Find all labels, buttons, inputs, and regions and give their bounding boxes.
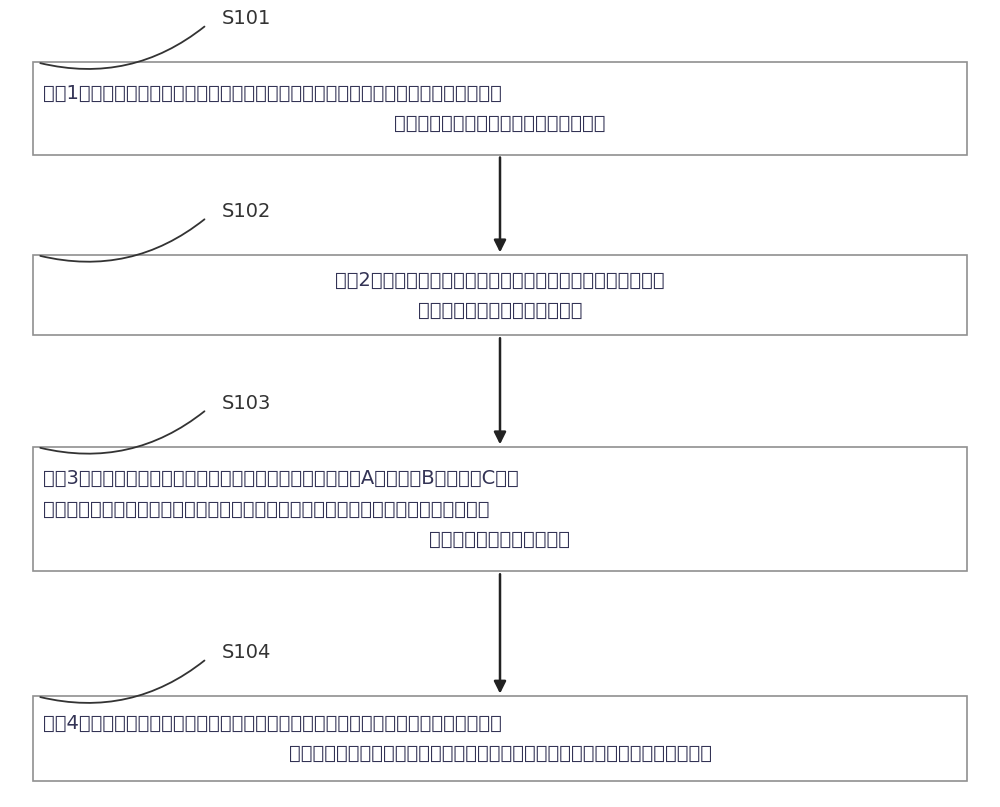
Text: 步骤3，采用有限元数值计算方法，分别得出所述设备母线的A相接头、B相接头和C相接: 步骤3，采用有限元数值计算方法，分别得出所述设备母线的A相接头、B相接头和C相接 (43, 470, 518, 488)
Text: S101: S101 (222, 9, 271, 28)
FancyBboxPatch shape (33, 62, 967, 155)
FancyBboxPatch shape (33, 447, 967, 571)
Text: 境温度和所述温升最敏感点的三相温度，对所述三相母线接头的接头温度进行检测: 境温度和所述温升最敏感点的三相温度，对所述三相母线接头的接头温度进行检测 (288, 744, 712, 763)
Text: 头的接头温度与所述气体绝缘开关设备母线的负荷电流、环境温度和所述温升最敏感点: 头的接头温度与所述气体绝缘开关设备母线的负荷电流、环境温度和所述温升最敏感点 (43, 500, 489, 519)
Text: S102: S102 (222, 202, 271, 220)
Text: 步骤1，通过气体绝缘开关设备母线的温度场分布，确定气体绝缘开关设备母线的外壳表: 步骤1，通过气体绝缘开关设备母线的温度场分布，确定气体绝缘开关设备母线的外壳表 (43, 84, 501, 102)
FancyBboxPatch shape (33, 255, 967, 336)
Text: S103: S103 (222, 394, 271, 412)
Text: 步骤4，根据得出的所述对应关系以及获取的所述气体绝缘开关设备母线的负荷电流、环: 步骤4，根据得出的所述对应关系以及获取的所述气体绝缘开关设备母线的负荷电流、环 (43, 713, 501, 733)
Text: 的三相温度之间的对应关系: 的三相温度之间的对应关系 (430, 530, 570, 550)
FancyBboxPatch shape (33, 696, 967, 780)
Text: S104: S104 (222, 643, 271, 662)
Text: 面与三相母线接头相对应的温升最敏感点: 面与三相母线接头相对应的温升最敏感点 (394, 115, 606, 133)
Text: 步骤2，获取所述气体绝缘开关设备母线的负荷电流、环境温度: 步骤2，获取所述气体绝缘开关设备母线的负荷电流、环境温度 (335, 270, 665, 290)
Text: 和所述温升最敏感点的三相温度: 和所述温升最敏感点的三相温度 (418, 301, 582, 320)
